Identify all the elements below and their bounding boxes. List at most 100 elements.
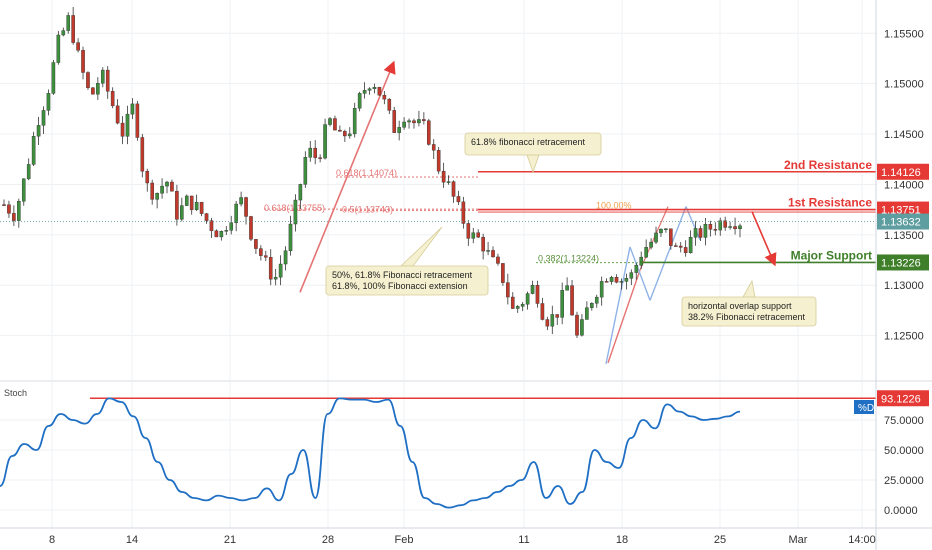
x-tick-label: 8 bbox=[49, 534, 55, 546]
candle-body bbox=[441, 170, 446, 183]
candle-body bbox=[71, 15, 75, 43]
candle-body bbox=[184, 195, 189, 206]
candle-body bbox=[180, 205, 184, 220]
candle-body bbox=[590, 303, 594, 308]
candle-body bbox=[614, 277, 619, 283]
candle-body bbox=[382, 94, 387, 100]
candle-body bbox=[698, 228, 703, 238]
candle-body bbox=[422, 119, 426, 121]
candle-body bbox=[501, 263, 505, 283]
candle-body bbox=[688, 237, 693, 254]
fib-swing-arrow bbox=[299, 60, 396, 293]
level-price-tag-text: 1.13226 bbox=[881, 257, 921, 269]
candle-body bbox=[76, 42, 80, 51]
y-tick-label: 1.12500 bbox=[884, 331, 924, 343]
projection-arrow bbox=[751, 211, 777, 267]
candle-body bbox=[506, 282, 510, 298]
candle-body bbox=[481, 236, 485, 252]
candle-body bbox=[288, 223, 293, 251]
candles bbox=[2, 7, 742, 338]
candle-body bbox=[165, 181, 169, 187]
candle-body bbox=[585, 307, 589, 320]
candle-body bbox=[575, 314, 579, 336]
candle-body bbox=[708, 224, 713, 230]
annotations: 61.8% fibonacci retracement 50%, 61.8% Fi… bbox=[325, 132, 817, 327]
candle-body bbox=[540, 303, 545, 320]
annotation-text: 61.8% fibonacci retracement bbox=[471, 137, 586, 147]
x-tick-label: 11 bbox=[518, 534, 529, 546]
candle-body bbox=[446, 181, 451, 183]
candle-body bbox=[402, 121, 406, 128]
candle-body bbox=[17, 201, 21, 221]
candle-body bbox=[214, 230, 219, 238]
candle-body bbox=[733, 226, 737, 230]
candle-body bbox=[624, 278, 629, 282]
candle-body bbox=[21, 178, 26, 202]
candle-body bbox=[594, 296, 599, 304]
y-tick-label: 1.14500 bbox=[884, 129, 924, 141]
candle-body bbox=[510, 296, 515, 309]
candle-body bbox=[135, 103, 140, 138]
candle-body bbox=[234, 203, 238, 223]
annotation-text: 61.8%, 100% Fibonacci extension bbox=[332, 281, 468, 291]
y-tick-label: 1.13000 bbox=[884, 280, 924, 292]
candle-body bbox=[649, 241, 653, 248]
candle-body bbox=[249, 216, 253, 240]
stoch-y-tick-label: 75.0000 bbox=[884, 415, 924, 427]
candle-body bbox=[723, 220, 727, 228]
candle-body bbox=[31, 135, 36, 165]
candle-body bbox=[199, 202, 204, 214]
candle-body bbox=[12, 213, 16, 221]
candle-body bbox=[91, 87, 95, 95]
candle-body bbox=[471, 232, 476, 239]
candle-body bbox=[515, 306, 520, 309]
annotation-box bbox=[681, 296, 817, 327]
candle-body bbox=[323, 124, 327, 159]
candle-body bbox=[550, 314, 555, 327]
candle-body bbox=[150, 182, 154, 200]
candle-body bbox=[66, 15, 71, 31]
fib-swing-line bbox=[629, 246, 651, 301]
candle-body bbox=[412, 120, 416, 124]
x-tick-label: 25 bbox=[714, 534, 726, 546]
fib-label: 100.00% bbox=[596, 201, 632, 211]
candle-body bbox=[357, 93, 362, 109]
candle-body bbox=[456, 196, 461, 203]
candle-body bbox=[372, 87, 377, 89]
candle-body bbox=[155, 193, 159, 200]
candle-body bbox=[120, 122, 125, 137]
stoch-legend-tag bbox=[854, 400, 874, 414]
candle-body bbox=[278, 263, 283, 278]
candle-body bbox=[194, 202, 199, 210]
x-tick-label: 28 bbox=[322, 534, 334, 546]
candle-body bbox=[347, 133, 352, 137]
annotation-pointer bbox=[526, 154, 540, 174]
candle-body bbox=[110, 91, 115, 107]
fib-swing-line bbox=[649, 206, 687, 301]
price-grid bbox=[0, 0, 876, 381]
candle-body bbox=[609, 277, 614, 282]
candle-body bbox=[570, 285, 574, 316]
fib-swing-line bbox=[639, 206, 669, 271]
candle-body bbox=[115, 105, 120, 124]
candle-body bbox=[673, 245, 678, 247]
last-price-tag bbox=[877, 213, 929, 230]
candle-body bbox=[619, 281, 624, 283]
annotation-box bbox=[325, 265, 489, 296]
candle-body bbox=[703, 224, 708, 238]
candle-body bbox=[36, 125, 41, 137]
candle-body bbox=[96, 83, 100, 95]
annotation-pointer bbox=[399, 226, 443, 267]
candle-body bbox=[407, 120, 411, 123]
candle-body bbox=[659, 228, 663, 234]
candle-body bbox=[56, 34, 61, 63]
candle-body bbox=[367, 88, 372, 91]
fib-label: 0.618(1.14074) bbox=[336, 168, 397, 178]
x-tick-label: 21 bbox=[224, 534, 236, 546]
x-tick-label: Mar bbox=[789, 534, 808, 546]
candle-body bbox=[263, 255, 268, 258]
stoch-legend-text: %D bbox=[858, 403, 874, 414]
candle-body bbox=[629, 272, 634, 279]
x-tick-label: Feb bbox=[395, 534, 414, 546]
